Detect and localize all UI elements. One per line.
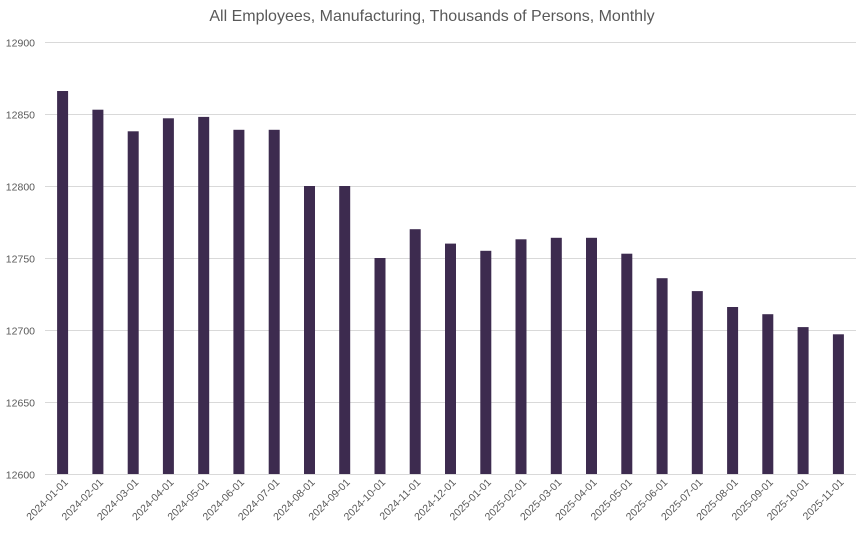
bar-2024-11-01 xyxy=(409,229,421,474)
bar-2025-09-01 xyxy=(762,314,774,474)
bar-2025-01-01 xyxy=(480,250,492,474)
bar-2024-07-01 xyxy=(268,129,280,475)
bar-2024-05-01 xyxy=(198,116,210,475)
bar-2025-02-01 xyxy=(515,239,527,474)
bar-2025-03-01 xyxy=(550,237,562,474)
y-tick-label: 12900 xyxy=(6,38,35,50)
y-tick-label: 12700 xyxy=(6,326,35,338)
bar-2024-06-01 xyxy=(233,129,245,475)
y-tick-label: 12650 xyxy=(6,398,35,410)
bar-2024-10-01 xyxy=(374,258,386,474)
bar-2025-08-01 xyxy=(727,307,739,474)
bar-2025-05-01 xyxy=(621,253,633,474)
bar-2024-01-01 xyxy=(57,91,69,474)
y-axis-tick-labels: 12600 12650 12700 12750 12800 12850 12900 xyxy=(6,38,35,482)
y-tick-label: 12600 xyxy=(6,470,35,482)
bar-2024-04-01 xyxy=(162,118,174,475)
y-tick-label: 12750 xyxy=(6,254,35,266)
bar-2025-11-01 xyxy=(832,334,844,474)
x-axis-tick-labels: 2024-01-012024-02-012024-03-012024-04-01… xyxy=(24,477,846,524)
bars xyxy=(57,91,844,475)
y-tick-label: 12800 xyxy=(6,182,35,194)
bar-2025-10-01 xyxy=(797,327,809,474)
bar-2024-09-01 xyxy=(339,186,351,474)
bar-2025-04-01 xyxy=(586,237,597,474)
bar-2024-02-01 xyxy=(92,109,104,474)
bar-2024-08-01 xyxy=(304,186,315,474)
bar-2025-07-01 xyxy=(691,291,703,474)
bar-2024-03-01 xyxy=(127,131,139,475)
chart-title: All Employees, Manufacturing, Thousands … xyxy=(209,8,654,25)
bar-2024-12-01 xyxy=(445,243,456,474)
bar-2025-06-01 xyxy=(656,278,668,474)
y-tick-label: 12850 xyxy=(6,110,35,122)
